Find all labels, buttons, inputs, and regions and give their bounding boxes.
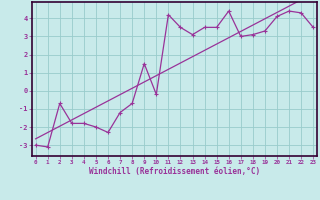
X-axis label: Windchill (Refroidissement éolien,°C): Windchill (Refroidissement éolien,°C) bbox=[89, 167, 260, 176]
